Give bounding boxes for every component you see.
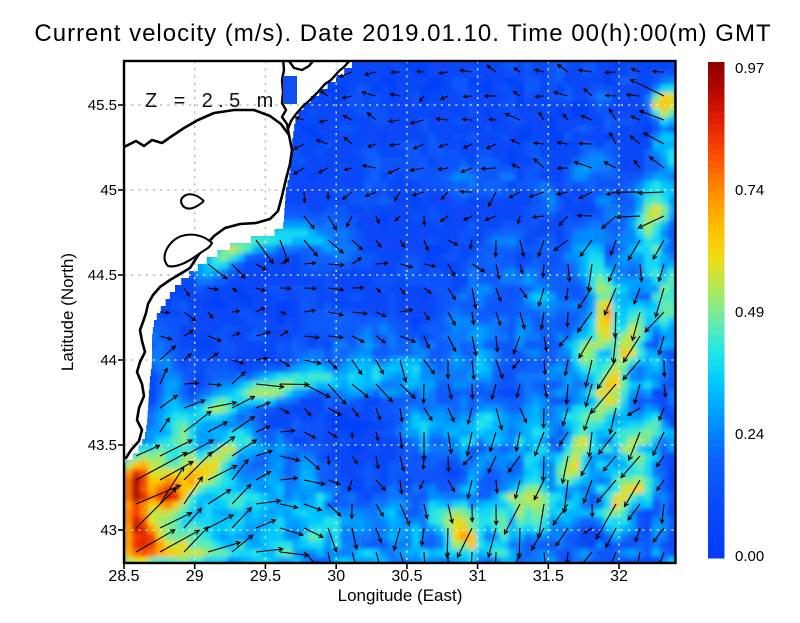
svg-text:44.5: 44.5 [88,267,117,284]
svg-text:0.97: 0.97 [735,60,764,77]
svg-text:0.49: 0.49 [735,304,764,321]
svg-text:0.00: 0.00 [735,548,764,565]
svg-text:28.5: 28.5 [108,568,139,585]
svg-text:45: 45 [100,182,117,199]
svg-text:31.5: 31.5 [533,568,564,585]
svg-text:30: 30 [327,568,345,585]
svg-text:Current velocity (m/s). Date 2: Current velocity (m/s). Date 2019.01.10.… [34,20,771,47]
svg-text:0.24: 0.24 [735,426,764,443]
svg-text:44: 44 [100,352,117,369]
svg-text:31: 31 [469,568,487,585]
svg-text:29.5: 29.5 [250,568,281,585]
svg-text:45.5: 45.5 [88,97,117,114]
svg-text:30.5: 30.5 [391,568,422,585]
svg-text:Latitude (North): Latitude (North) [58,253,77,371]
svg-text:29: 29 [186,568,204,585]
svg-text:0.74: 0.74 [735,182,764,199]
svg-text:Z = 2.5 m: Z = 2.5 m [145,90,279,112]
svg-text:43.5: 43.5 [88,437,117,454]
svg-text:32: 32 [610,568,628,585]
svg-text:43: 43 [100,522,117,539]
svg-text:Longitude (East): Longitude (East) [338,586,463,605]
